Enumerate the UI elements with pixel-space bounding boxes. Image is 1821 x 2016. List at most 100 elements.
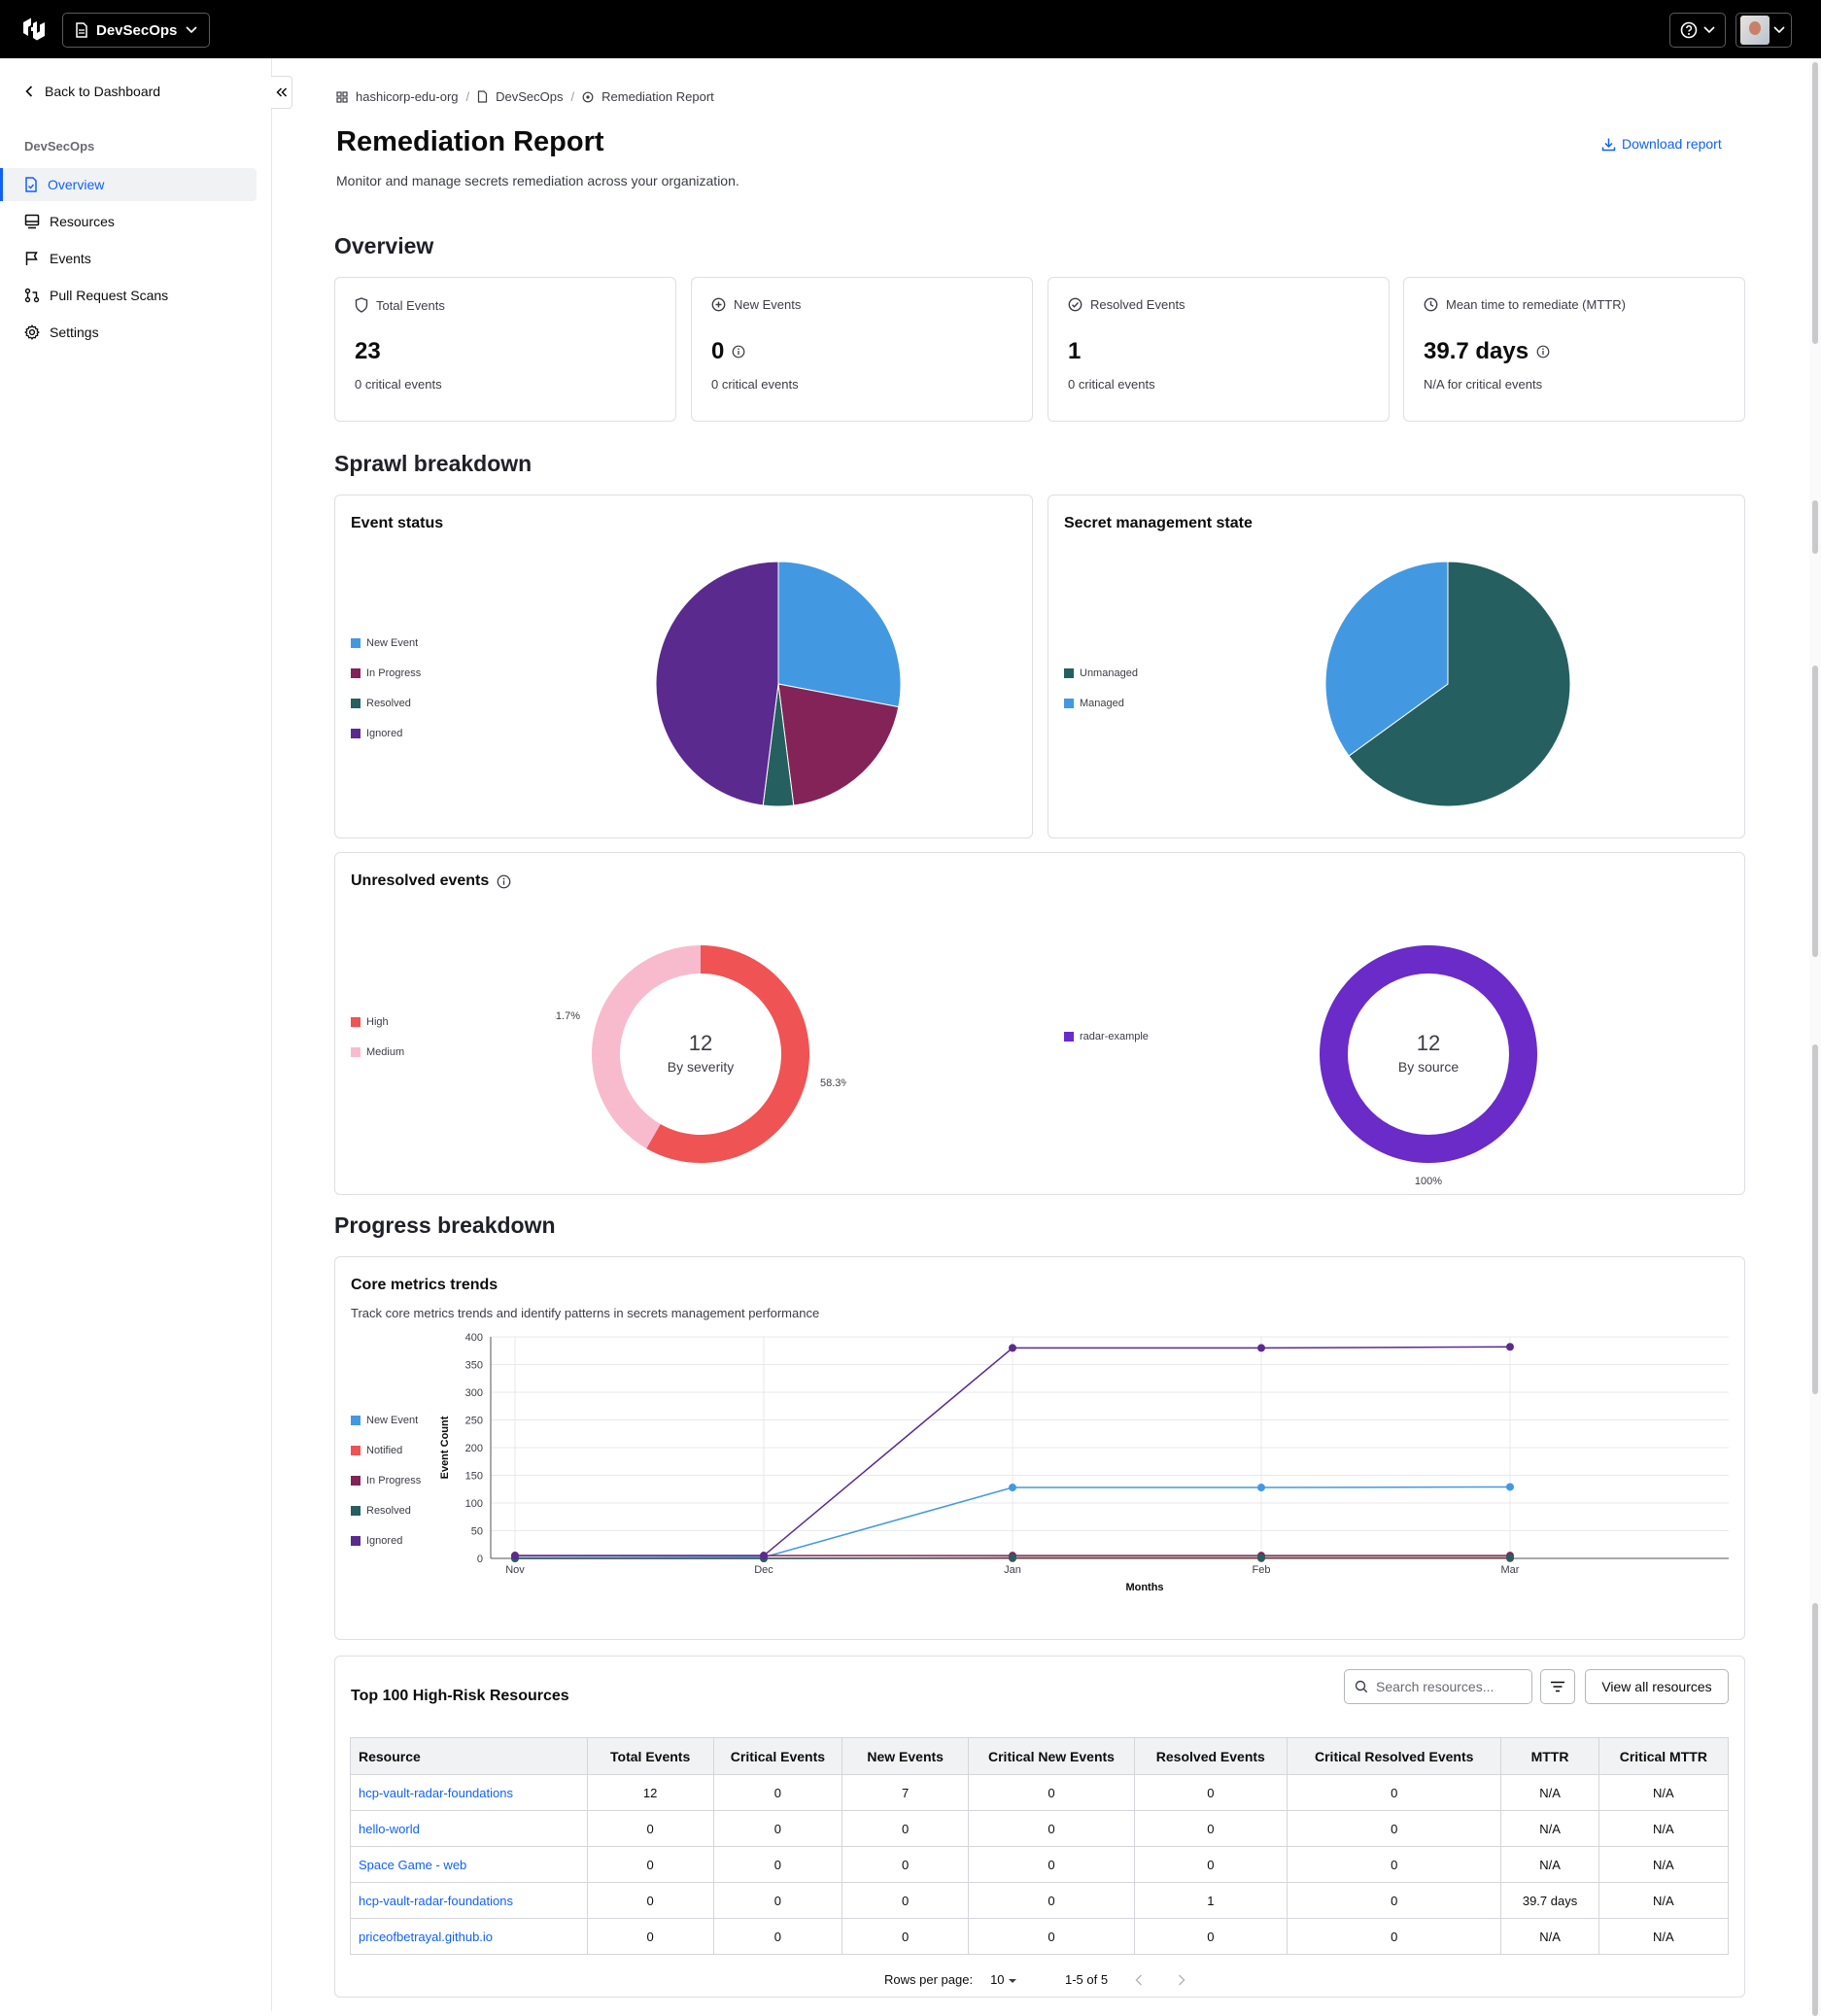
download-report-button[interactable]: Download report (1601, 136, 1722, 152)
info-icon[interactable] (1536, 345, 1550, 359)
column-header[interactable]: Resource (350, 1737, 588, 1775)
top-bar: DevSecOps (0, 0, 1821, 58)
help-menu-button[interactable] (1669, 13, 1726, 48)
page-scrollbar[interactable] (1809, 58, 1821, 2016)
data-point[interactable] (760, 1552, 768, 1560)
legend-item[interactable]: Notified (351, 1435, 421, 1465)
scrollbar-thumb[interactable] (1812, 1044, 1818, 1394)
stat-value-text: 0 (711, 338, 725, 364)
table-cell: 0 (712, 1774, 843, 1811)
search-resources-input[interactable]: Search resources... (1344, 1669, 1532, 1704)
sidebar-item-settings[interactable]: Settings (0, 316, 257, 349)
data-point[interactable] (1257, 1554, 1265, 1562)
column-header[interactable]: MTTR (1500, 1737, 1599, 1775)
filter-button[interactable] (1540, 1669, 1575, 1704)
resource-link[interactable]: priceofbetrayal.github.io (350, 1918, 588, 1955)
legend-item[interactable]: Ignored (351, 1525, 421, 1555)
column-header[interactable]: Critical Resolved Events (1286, 1737, 1502, 1775)
legend-item[interactable]: Unmanaged (1064, 658, 1138, 688)
legend-item[interactable]: Resolved (351, 1495, 421, 1525)
info-icon[interactable] (497, 874, 511, 889)
table-cell: 1 (1133, 1882, 1288, 1919)
view-all-resources-button[interactable]: View all resources (1585, 1669, 1729, 1704)
data-point[interactable] (1506, 1483, 1514, 1491)
legend-item[interactable]: New Event (351, 1405, 421, 1435)
legend-item[interactable]: Ignored (351, 718, 421, 748)
x-tick-label: Dec (754, 1564, 773, 1576)
back-to-dashboard-link[interactable]: Back to Dashboard (25, 84, 160, 99)
stat-sub: N/A for critical events (1424, 377, 1543, 392)
legend-swatch (1064, 667, 1074, 678)
stat-label: Mean time to remediate (MTTR) (1424, 297, 1626, 312)
table-row: hcp-vault-radar-foundations 0 0 0 0 1 0 39.7 da… (350, 1882, 1730, 1919)
info-icon[interactable] (732, 345, 745, 359)
chevron-right-icon[interactable] (1178, 1973, 1185, 1986)
legend-label: Resolved (366, 697, 411, 709)
data-point[interactable] (1506, 1554, 1514, 1562)
data-point[interactable] (1009, 1344, 1016, 1352)
page-title: Remediation Report (336, 126, 604, 157)
breadcrumb-org[interactable]: hashicorp-edu-org (356, 89, 459, 104)
user-menu-button[interactable] (1735, 13, 1792, 48)
column-header[interactable]: Critical Events (712, 1737, 843, 1775)
breadcrumb-project[interactable]: DevSecOps (496, 89, 564, 104)
legend-item[interactable]: Medium (351, 1037, 404, 1067)
severity-legend: High Medium (351, 1007, 404, 1067)
download-label: Download report (1622, 136, 1722, 152)
pie-slice-managed[interactable] (1324, 561, 1449, 757)
data-point[interactable] (1009, 1554, 1016, 1562)
chevron-left-icon[interactable] (1135, 1973, 1143, 1986)
rows-per-page-select[interactable]: 10 (990, 1972, 1017, 1987)
resource-link[interactable]: hcp-vault-radar-foundations (350, 1882, 588, 1919)
resource-link[interactable]: hcp-vault-radar-foundations (350, 1774, 588, 1811)
legend-label: Unmanaged (1080, 666, 1138, 679)
pie-slice-ignored[interactable] (655, 561, 779, 806)
sidebar-item-pull-request-scans[interactable]: Pull Request Scans (0, 279, 257, 312)
table-cell: 0 (968, 1846, 1135, 1883)
data-point[interactable] (1257, 1344, 1265, 1352)
stat-label-text: Total Events (376, 297, 445, 313)
resource-link[interactable]: hello-world (350, 1810, 588, 1847)
legend-label: radar-example (1080, 1030, 1149, 1042)
pagination: 1-5 of 5 (1065, 1972, 1185, 1987)
column-header[interactable]: Resolved Events (1133, 1737, 1288, 1775)
pie-slice-unmanaged[interactable] (1348, 561, 1571, 807)
page-subtitle: Monitor and manage secrets remediation a… (336, 173, 739, 188)
table-cell: 0 (842, 1810, 970, 1847)
sidebar-item-events[interactable]: Events (0, 242, 257, 275)
pie-slice-new-event[interactable] (777, 561, 902, 708)
legend-item[interactable]: In Progress (351, 658, 421, 688)
hashicorp-logo-icon[interactable] (19, 15, 49, 44)
sidebar-item-resources[interactable]: Resources (0, 205, 257, 238)
table-cell: 0 (1133, 1846, 1288, 1883)
column-header[interactable]: Total Events (586, 1737, 714, 1775)
data-point[interactable] (1009, 1484, 1016, 1492)
column-header[interactable]: Critical MTTR (1598, 1737, 1730, 1775)
legend-item[interactable]: Resolved (351, 688, 421, 718)
pie-slice-in-progress[interactable] (777, 683, 900, 806)
stat-label: Resolved Events (1068, 297, 1185, 312)
scrollbar-thumb[interactable] (1812, 62, 1818, 344)
scrollbar-thumb[interactable] (1812, 1603, 1818, 2016)
data-point[interactable] (1506, 1343, 1514, 1351)
sidebar-item-label: Pull Request Scans (50, 288, 169, 303)
document-icon (25, 177, 37, 192)
sidebar-item-overview[interactable]: Overview (0, 168, 257, 201)
legend-item[interactable]: High (351, 1007, 404, 1037)
data-point[interactable] (1257, 1484, 1265, 1492)
donut-slice-medium[interactable] (592, 945, 701, 1149)
legend-item[interactable]: New Event (351, 628, 421, 658)
scrollbar-thumb[interactable] (1812, 500, 1818, 554)
donut-caption: By source (1398, 1059, 1459, 1075)
org-switcher-button[interactable]: DevSecOps (62, 13, 210, 48)
collapse-sidebar-button[interactable] (271, 76, 292, 109)
data-point[interactable] (511, 1552, 519, 1560)
resource-link[interactable]: Space Game - web (350, 1846, 588, 1883)
donut-slice-high[interactable] (646, 945, 809, 1163)
scrollbar-thumb[interactable] (1812, 666, 1818, 957)
legend-item[interactable]: In Progress (351, 1465, 421, 1495)
legend-item[interactable]: Managed (1064, 688, 1138, 718)
column-header[interactable]: Critical New Events (968, 1737, 1135, 1775)
legend-item[interactable]: radar-example (1064, 1021, 1149, 1051)
column-header[interactable]: New Events (842, 1737, 970, 1775)
